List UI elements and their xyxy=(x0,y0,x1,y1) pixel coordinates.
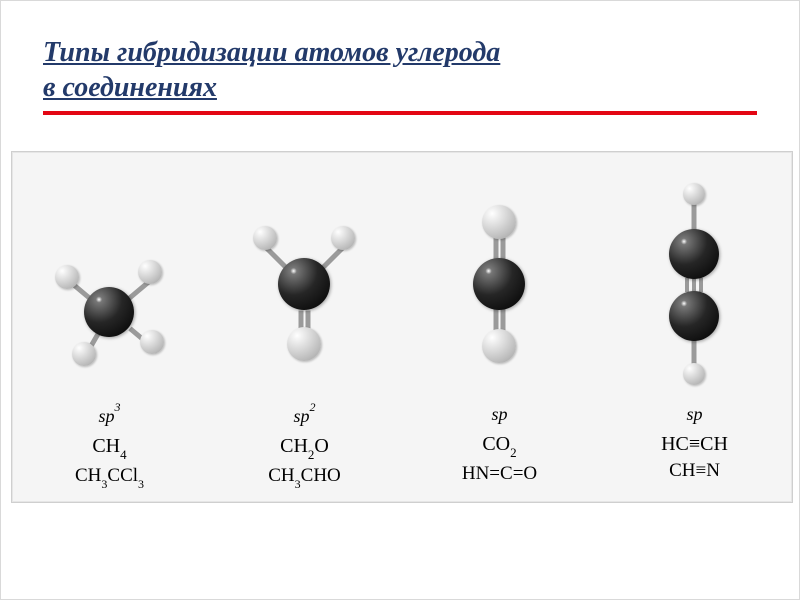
attached-atom xyxy=(72,342,96,366)
title-line-1: Типы гибридизации атомов углерода xyxy=(43,37,500,68)
hybridization-label: sp xyxy=(597,404,792,425)
carbon-atom xyxy=(278,258,330,310)
formula-primary: HC≡CH xyxy=(597,433,792,456)
hybridization-label: sp2 xyxy=(207,404,402,427)
molecule-cell-sp2: sp2 CH2O CH3CHO xyxy=(207,152,402,502)
formula-primary: CO2 xyxy=(402,433,597,459)
molecule-diagram xyxy=(597,152,792,397)
bond xyxy=(500,236,505,260)
carbon-atom xyxy=(669,229,719,279)
title-block: Типы гибридизации атомов углерода в соед… xyxy=(1,1,799,125)
formula-primary: CH4 xyxy=(12,435,207,461)
attached-atom xyxy=(287,327,321,361)
attached-atom xyxy=(253,226,277,250)
attached-atom xyxy=(482,205,516,239)
molecule-labels: sp HC≡CH CH≡N xyxy=(597,404,792,482)
bond xyxy=(493,236,498,260)
molecule-labels: sp2 CH2O CH3CHO xyxy=(207,404,402,490)
formula-secondary: CH≡N xyxy=(597,460,792,482)
attached-atom xyxy=(482,329,516,363)
molecule-cell-sp-co2: sp CO2 HN=C=O xyxy=(402,152,597,502)
diagram-panel: sp3CH4CH3CCl3sp2CH2OCH3CHOspCO2HN=C=OspH… xyxy=(11,151,793,503)
attached-atom xyxy=(55,265,79,289)
bond xyxy=(692,204,697,230)
carbon-atom xyxy=(84,287,134,337)
attached-atom xyxy=(138,260,162,284)
molecule-labels: sp3 CH4 CH3CCl3 xyxy=(12,404,207,490)
formula-secondary: HN=C=O xyxy=(402,463,597,485)
bond xyxy=(685,278,689,292)
molecule-row: sp3CH4CH3CCl3sp2CH2OCH3CHOspCO2HN=C=OspH… xyxy=(12,152,792,502)
attached-atom xyxy=(683,363,705,385)
formula-primary: CH2O xyxy=(207,435,402,461)
formula-secondary: CH3CHO xyxy=(207,465,402,490)
bond xyxy=(699,278,703,292)
molecule-diagram xyxy=(402,152,597,397)
bond xyxy=(692,278,696,292)
hybridization-label: sp3 xyxy=(12,404,207,427)
formula-secondary: CH3CCl3 xyxy=(12,465,207,490)
attached-atom xyxy=(331,226,355,250)
molecule-diagram xyxy=(207,152,402,397)
accent-bar xyxy=(43,111,757,115)
attached-atom xyxy=(140,330,164,354)
carbon-atom xyxy=(669,291,719,341)
molecule-diagram xyxy=(12,152,207,397)
hybridization-label: sp xyxy=(402,404,597,425)
molecule-cell-sp-hcch: sp HC≡CH CH≡N xyxy=(597,152,792,502)
attached-atom xyxy=(683,183,705,205)
molecule-labels: sp CO2 HN=C=O xyxy=(402,404,597,485)
carbon-atom xyxy=(473,258,525,310)
slide-frame: Типы гибридизации атомов углерода в соед… xyxy=(0,0,800,600)
molecule-cell-sp3: sp3 CH4 CH3CCl3 xyxy=(12,152,207,502)
title-line-2: в соединениях xyxy=(43,72,217,103)
slide-title: Типы гибридизации атомов углерода в соед… xyxy=(43,35,757,105)
